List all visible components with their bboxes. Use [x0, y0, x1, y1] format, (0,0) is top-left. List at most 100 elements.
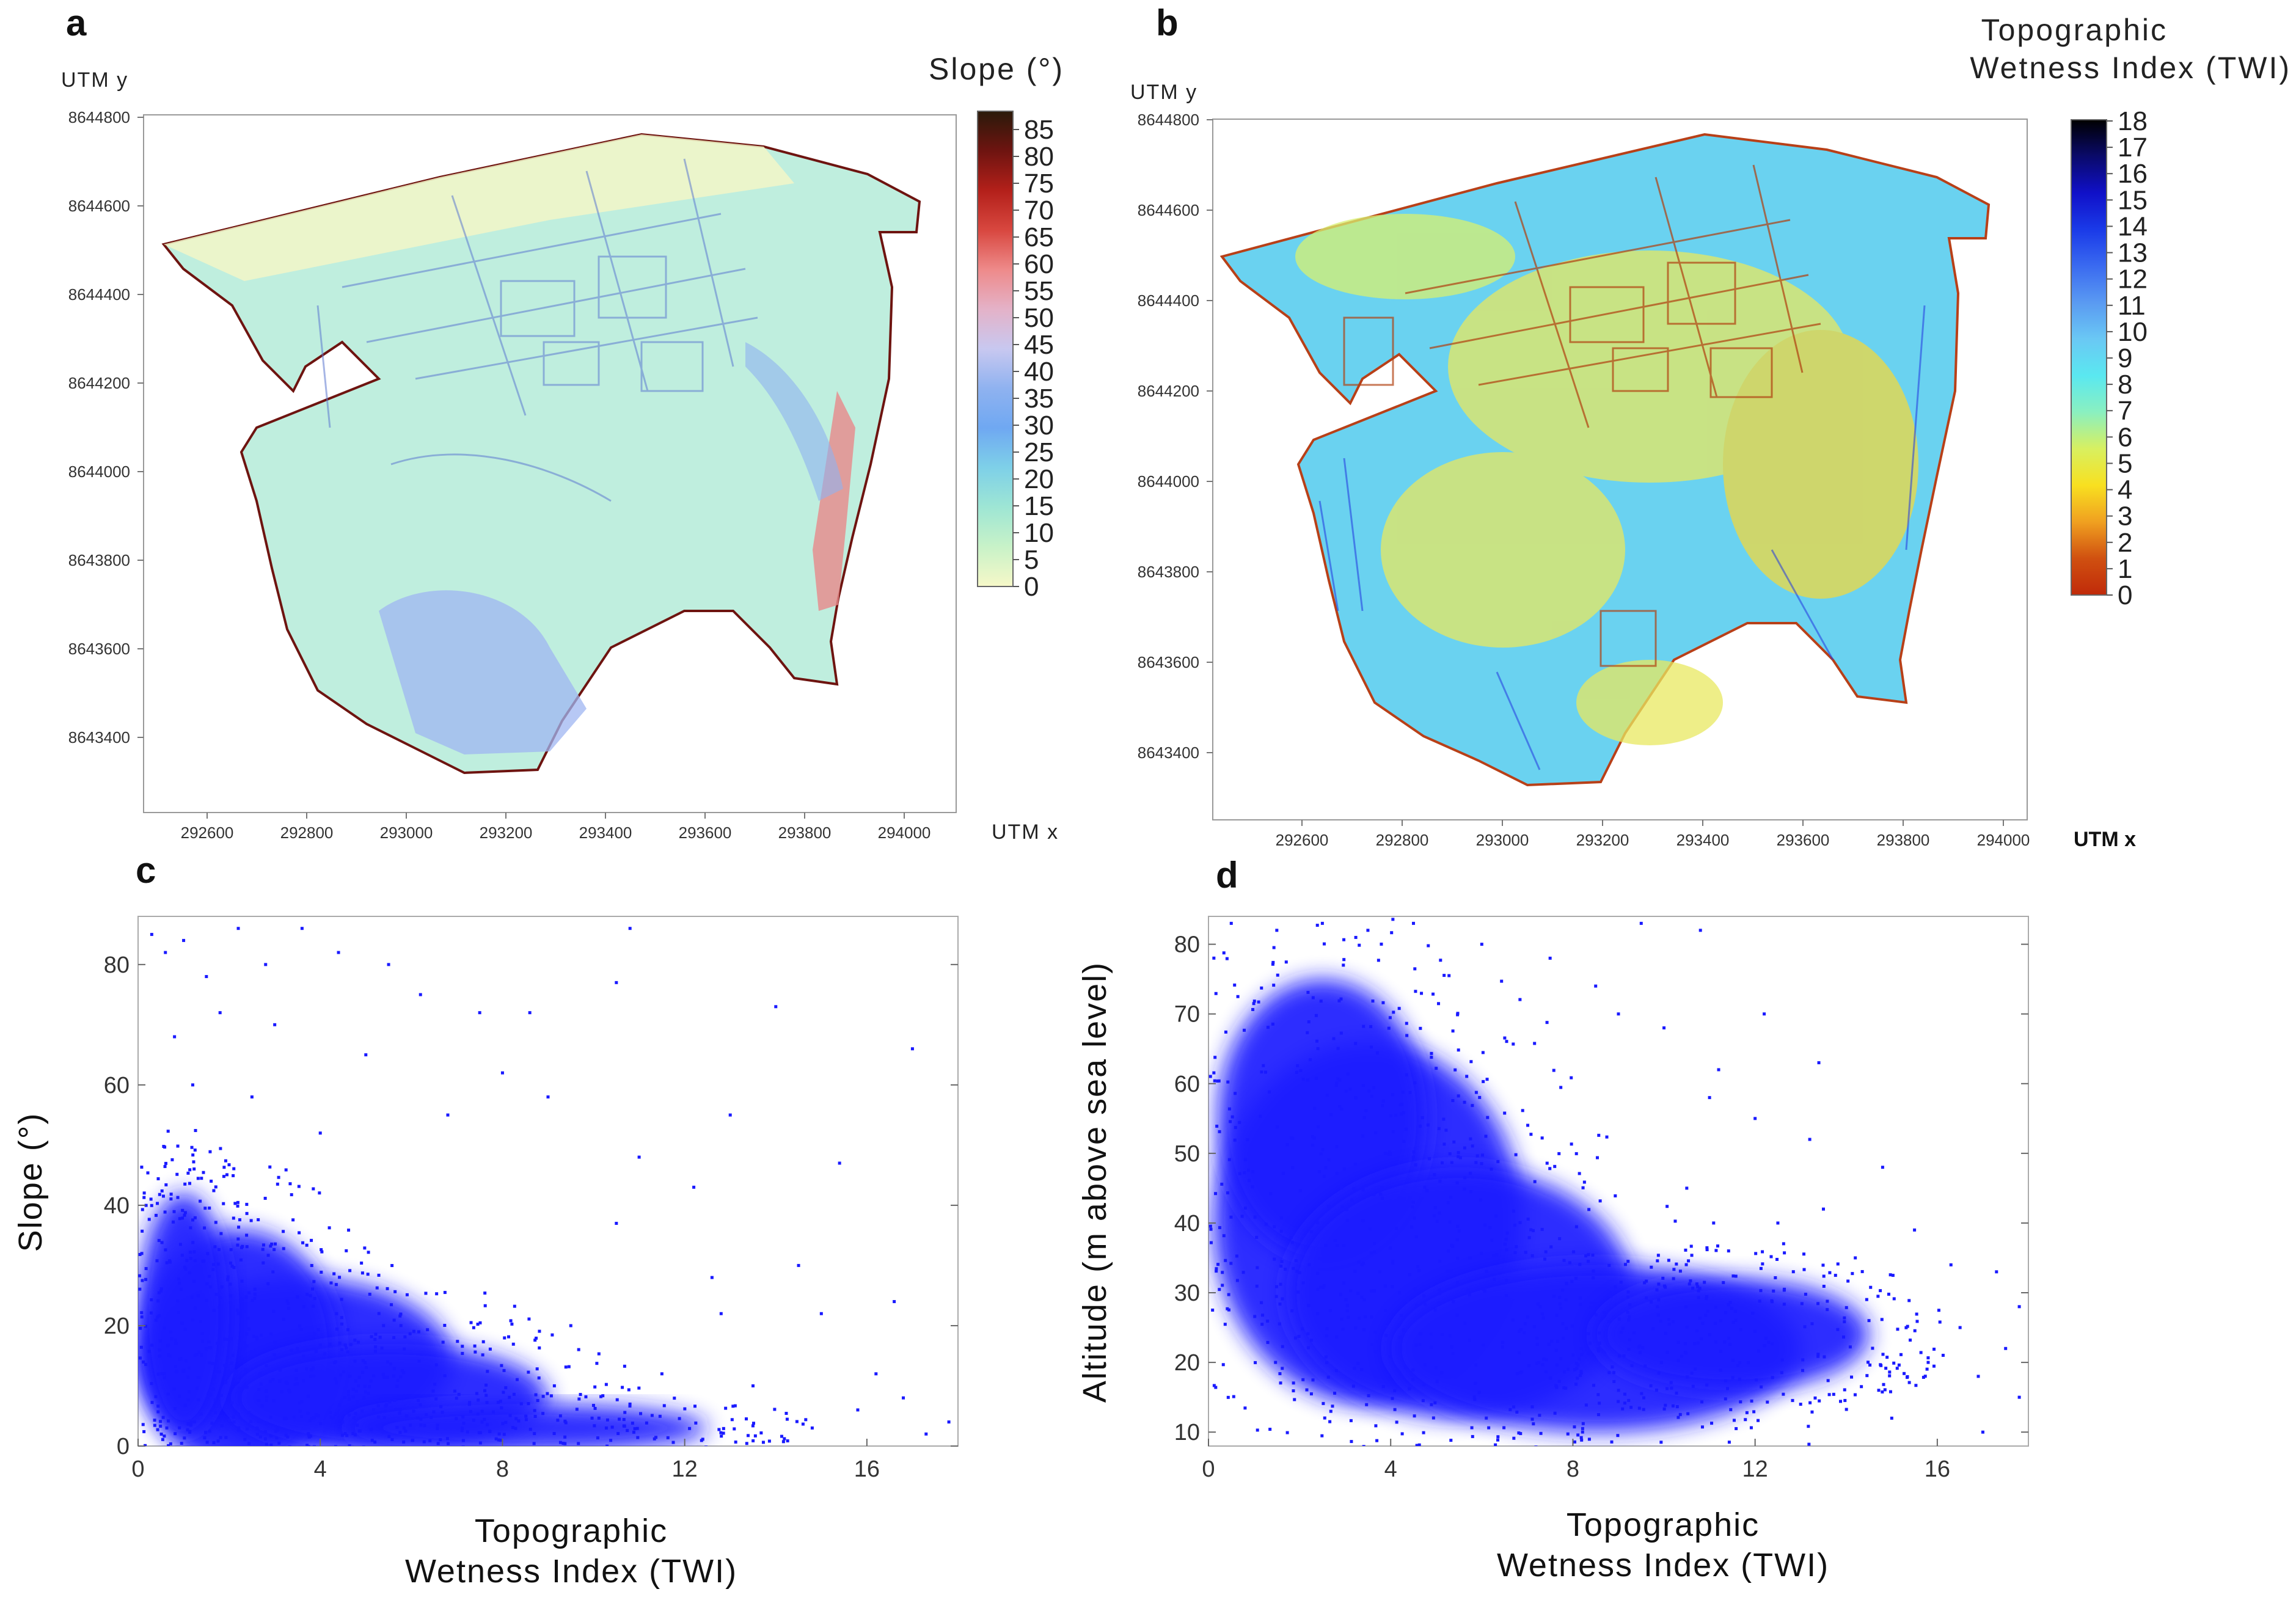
d-scatter-point — [1780, 1358, 1784, 1362]
c-scatter-point — [305, 1444, 309, 1446]
d-scatter-point — [1579, 1347, 1583, 1351]
c-scatter-point — [285, 1382, 289, 1386]
d-scatter-point — [1339, 1031, 1343, 1035]
d-scatter-point — [1395, 1227, 1398, 1230]
d-scatter-point — [1545, 1021, 1549, 1025]
d-scatter-point — [1553, 1164, 1557, 1168]
d-scatter-point — [1587, 1260, 1590, 1263]
d-scatter-point — [1801, 1358, 1805, 1362]
d-scatter-point — [1562, 1386, 1566, 1390]
d-scatter-point — [1895, 1367, 1899, 1370]
d-scatter-point — [1358, 1317, 1361, 1320]
c-scatter-point — [202, 1171, 205, 1174]
c-scatter-point — [785, 1417, 789, 1421]
d-scatter-point — [1480, 1153, 1484, 1157]
c-scatter-point — [200, 1332, 204, 1335]
d-scatter-point — [1253, 1315, 1257, 1318]
d-scatter-point — [1279, 1381, 1282, 1385]
c-scatter-point — [197, 1376, 200, 1379]
c-scatter-point — [635, 1426, 639, 1430]
c-scatter-point — [417, 1399, 420, 1403]
d-scatter-point — [1532, 1422, 1535, 1426]
d-scatter-point — [1469, 1060, 1473, 1064]
d-scatter-point — [1380, 1186, 1384, 1189]
d-scatter-point — [1307, 1304, 1311, 1307]
c-scatter-point — [216, 1262, 220, 1266]
d-scatter-point — [1342, 938, 1346, 941]
d-scatter-point — [1706, 1309, 1709, 1313]
panel-b-colorbar-tick-label: 13 — [2118, 238, 2148, 268]
d-scatter-point — [1391, 1285, 1394, 1288]
d-scatter-point — [1260, 1323, 1264, 1326]
d-scatter-point — [1452, 1300, 1455, 1304]
d-scatter-point — [1316, 1047, 1320, 1051]
c-scatter-point — [342, 1370, 345, 1373]
d-scatter-point — [1776, 1221, 1780, 1225]
c-scatter-point — [277, 1175, 280, 1179]
c-scatter-point — [142, 1430, 146, 1433]
c-scatter-point — [604, 1383, 608, 1386]
c-scatter-point — [272, 1399, 276, 1403]
c-scatter-point — [468, 1401, 472, 1405]
d-scatter-point — [1447, 1249, 1450, 1253]
d-scatter-point — [1617, 1389, 1620, 1392]
d-scatter-point — [1783, 1251, 1786, 1255]
d-y-tick-label: 20 — [1174, 1350, 1200, 1376]
d-scatter-point — [1503, 1036, 1507, 1040]
d-scatter-point — [1545, 1358, 1548, 1362]
c-scatter-point — [567, 1365, 571, 1368]
c-scatter-point — [176, 1144, 180, 1148]
c-scatter-point — [188, 1182, 191, 1185]
d-scatter-point — [1338, 1105, 1342, 1108]
d-scatter-point — [1411, 1200, 1415, 1204]
c-scatter-point — [346, 1350, 349, 1354]
d-scatter-point — [1518, 1371, 1522, 1375]
d-scatter-point — [1375, 1439, 1379, 1442]
d-scatter-point — [1543, 1257, 1547, 1261]
panel-b-colorbar-tick-label: 12 — [2118, 265, 2148, 294]
panel-b-colorbar-tick-label: 1 — [2118, 554, 2132, 584]
d-scatter-point — [1422, 1285, 1425, 1288]
c-scatter-point — [177, 1277, 180, 1281]
panel-b-colorbar — [2071, 119, 2107, 596]
d-scatter-point — [1695, 1329, 1699, 1332]
c-scatter-point — [229, 1261, 232, 1265]
d-scatter-point — [1853, 1393, 1857, 1397]
c-scatter-point — [157, 1291, 161, 1295]
d-scatter-point — [1705, 1383, 1709, 1387]
c-scatter-point — [386, 1360, 389, 1364]
d-scatter-point — [1535, 1362, 1538, 1365]
c-scatter-point — [222, 1166, 226, 1169]
panel-c-x-axis-title-line1: Topographic — [475, 1513, 668, 1549]
c-scatter-point — [351, 1387, 355, 1391]
d-scatter-point — [1278, 1372, 1282, 1376]
d-scatter-point — [1555, 1313, 1559, 1317]
d-scatter-point — [1505, 1231, 1509, 1235]
c-scatter-point — [717, 1428, 721, 1431]
d-scatter-point — [1329, 1113, 1333, 1117]
d-scatter-point — [1612, 1371, 1615, 1375]
d-scatter-point — [1353, 1163, 1357, 1166]
d-scatter-point — [1906, 1324, 1909, 1328]
d-scatter-point — [1670, 1386, 1673, 1390]
d-scatter-point — [1422, 1294, 1426, 1298]
panel-b-colorbar-tick-label: 5 — [2118, 448, 2132, 478]
d-scatter-point — [1480, 943, 1483, 946]
d-scatter-point — [1404, 1365, 1408, 1369]
c-scatter-point — [193, 1259, 197, 1263]
d-scatter-point — [1400, 1103, 1403, 1106]
d-scatter-point — [1408, 1387, 1411, 1390]
c-scatter-point — [243, 1368, 247, 1372]
d-scatter-point — [1687, 1259, 1691, 1263]
panel-a-y-tick-label: 8644000 — [68, 462, 130, 481]
c-scatter-point — [199, 1199, 202, 1203]
c-scatter-point — [683, 1407, 687, 1411]
d-scatter-point — [1468, 1256, 1472, 1260]
c-scatter-point — [710, 1276, 714, 1279]
panel-a-x-tick-label: 293400 — [579, 824, 632, 842]
c-scatter-point — [290, 1348, 293, 1352]
panel-d-letter: d — [1216, 855, 1238, 896]
c-scatter-point — [323, 1352, 327, 1356]
d-scatter-point — [1554, 1384, 1558, 1387]
c-scatter-point — [623, 1411, 627, 1414]
